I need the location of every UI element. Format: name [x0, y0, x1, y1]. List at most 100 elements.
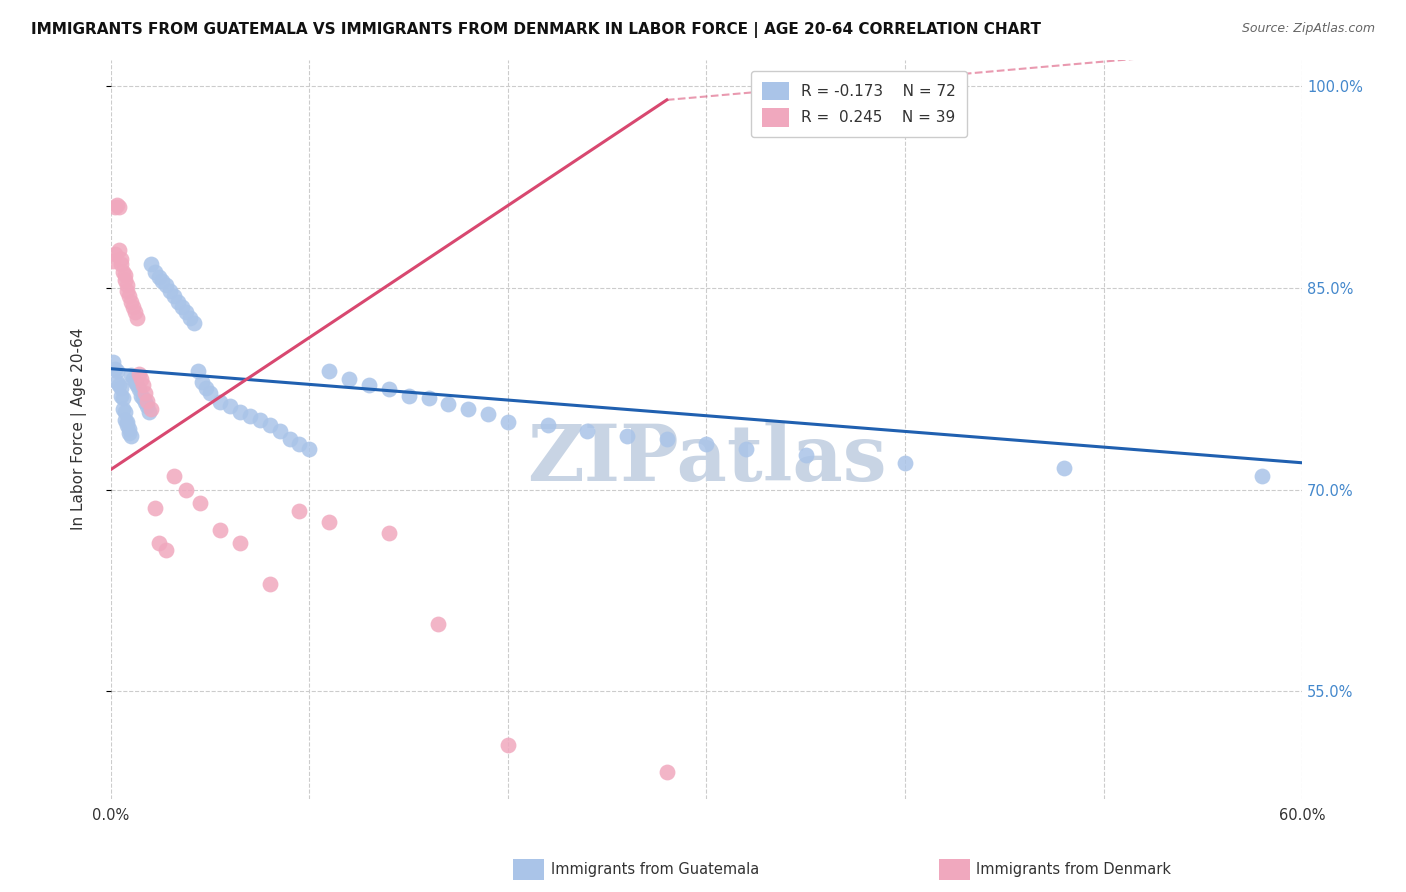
Point	[138, 405, 160, 419]
Point	[111, 265, 134, 279]
Point	[110, 257, 132, 271]
Point	[107, 377, 129, 392]
Point	[655, 764, 678, 779]
Point	[104, 201, 127, 215]
Y-axis label: In Labor Force | Age 20-64: In Labor Force | Age 20-64	[72, 328, 87, 531]
Point	[1251, 469, 1274, 483]
Text: Immigrants from Guatemala: Immigrants from Guatemala	[551, 863, 759, 877]
Point	[125, 310, 148, 325]
Point	[107, 244, 129, 258]
Point	[105, 198, 128, 212]
Point	[477, 408, 499, 422]
Point	[128, 367, 150, 381]
Point	[107, 201, 129, 215]
Point	[183, 316, 205, 330]
Point	[128, 382, 150, 396]
Point	[135, 400, 157, 414]
Point	[105, 375, 128, 389]
Point	[209, 523, 232, 537]
Point	[249, 413, 271, 427]
Point	[191, 375, 214, 389]
Point	[167, 294, 190, 309]
Point	[114, 273, 136, 287]
Point	[894, 456, 917, 470]
Point	[120, 294, 142, 309]
Point	[118, 426, 141, 441]
Point	[115, 284, 138, 298]
Point	[187, 364, 209, 378]
Legend: R = -0.173    N = 72, R =  0.245    N = 39: R = -0.173 N = 72, R = 0.245 N = 39	[751, 71, 967, 137]
Point	[337, 372, 360, 386]
Text: Immigrants from Denmark: Immigrants from Denmark	[976, 863, 1171, 877]
Point	[288, 504, 311, 518]
Point	[735, 442, 758, 457]
Point	[378, 525, 401, 540]
Point	[179, 310, 201, 325]
Text: Source: ZipAtlas.com: Source: ZipAtlas.com	[1241, 22, 1375, 36]
Text: ZIPatlas: ZIPatlas	[527, 421, 886, 497]
Point	[418, 391, 440, 405]
Point	[188, 496, 211, 510]
Point	[655, 432, 678, 446]
Point	[427, 617, 450, 632]
Point	[209, 395, 232, 409]
Point	[110, 388, 132, 402]
Point	[155, 543, 177, 558]
Point	[576, 424, 599, 438]
Point	[111, 402, 134, 417]
Point	[124, 375, 146, 389]
Point	[104, 247, 127, 261]
Point	[537, 418, 560, 433]
Point	[129, 372, 152, 386]
Point	[120, 368, 142, 383]
Point	[110, 380, 132, 394]
Point	[131, 377, 153, 392]
Point	[298, 442, 321, 457]
Point	[114, 405, 136, 419]
Point	[695, 437, 717, 451]
Point	[219, 400, 242, 414]
Point	[115, 418, 138, 433]
Point	[357, 377, 380, 392]
Point	[172, 300, 194, 314]
Point	[152, 274, 174, 288]
Point	[114, 413, 136, 427]
Point	[125, 377, 148, 392]
Point	[239, 409, 262, 423]
Point	[101, 355, 124, 369]
Point	[148, 270, 170, 285]
Point	[155, 278, 177, 293]
Point	[437, 397, 460, 411]
Point	[121, 300, 143, 314]
Point	[259, 576, 281, 591]
Point	[115, 416, 138, 430]
Point	[101, 254, 124, 268]
Point	[118, 422, 141, 436]
Point	[139, 257, 162, 271]
Point	[110, 252, 132, 266]
Point	[398, 388, 420, 402]
Point	[176, 483, 198, 497]
Point	[139, 402, 162, 417]
Point	[148, 536, 170, 550]
Point	[143, 265, 166, 279]
Point	[378, 382, 401, 396]
Point	[198, 385, 221, 400]
Point	[163, 469, 186, 483]
Point	[143, 501, 166, 516]
Point	[269, 424, 291, 438]
Point	[124, 305, 146, 319]
Point	[259, 418, 281, 433]
Point	[496, 738, 519, 752]
Point	[496, 416, 519, 430]
Point	[163, 289, 186, 303]
Point	[288, 437, 311, 451]
Point	[105, 364, 128, 378]
Point	[131, 391, 153, 405]
Point	[129, 388, 152, 402]
Point	[318, 515, 340, 529]
Point	[794, 448, 817, 462]
Point	[176, 305, 198, 319]
Point	[115, 278, 138, 293]
Point	[118, 289, 141, 303]
